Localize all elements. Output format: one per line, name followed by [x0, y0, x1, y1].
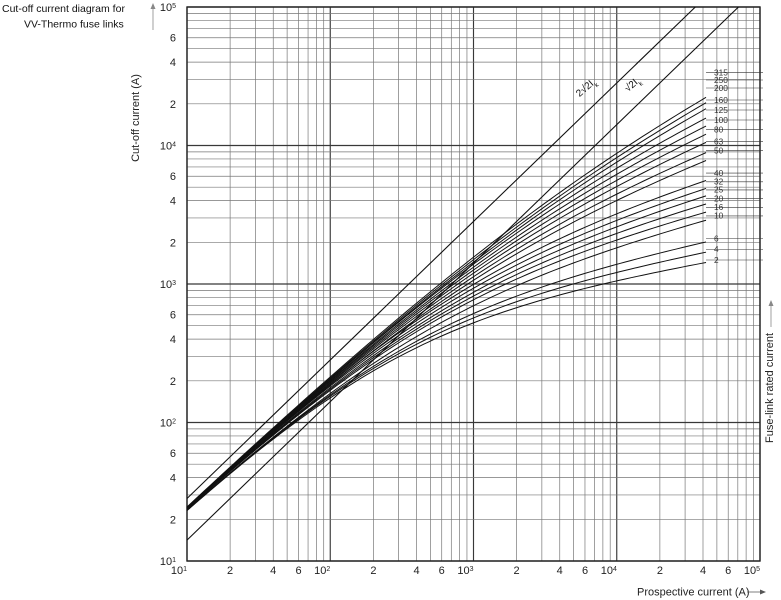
svg-text:6: 6	[439, 565, 445, 577]
svg-text:Cut-off current (A): Cut-off current (A)	[130, 74, 142, 162]
svg-text:VV-Thermo fuse links: VV-Thermo fuse links	[24, 19, 124, 31]
svg-text:102: 102	[160, 418, 176, 430]
svg-text:50: 50	[714, 146, 724, 156]
svg-text:103: 103	[457, 565, 473, 577]
svg-text:4: 4	[170, 196, 176, 208]
svg-text:2: 2	[170, 376, 176, 388]
svg-text:6: 6	[725, 565, 731, 577]
svg-text:2: 2	[514, 565, 520, 577]
svg-text:2: 2	[170, 514, 176, 526]
svg-text:80: 80	[714, 125, 724, 135]
svg-text:4: 4	[170, 334, 176, 346]
svg-text:200: 200	[714, 83, 728, 93]
svg-text:104: 104	[160, 141, 176, 153]
svg-text:6: 6	[295, 565, 301, 577]
svg-text:4: 4	[700, 565, 706, 577]
svg-text:2: 2	[714, 255, 719, 265]
svg-text:4: 4	[557, 565, 563, 577]
svg-text:4: 4	[413, 565, 419, 577]
svg-text:6: 6	[714, 234, 719, 244]
svg-text:2: 2	[657, 565, 663, 577]
svg-text:2√2Ik: 2√2Ik	[574, 75, 601, 101]
svg-text:101: 101	[171, 565, 187, 577]
svg-text:125: 125	[714, 105, 728, 115]
svg-text:160: 160	[714, 95, 728, 105]
svg-text:4: 4	[270, 565, 276, 577]
svg-text:4: 4	[170, 57, 176, 69]
svg-text:6: 6	[582, 565, 588, 577]
svg-text:2: 2	[370, 565, 376, 577]
svg-text:105: 105	[744, 565, 760, 577]
svg-text:10: 10	[714, 211, 724, 221]
svg-text:6: 6	[170, 33, 176, 45]
svg-text:6: 6	[170, 310, 176, 322]
svg-text:6: 6	[170, 171, 176, 183]
svg-text:√2Ik: √2Ik	[622, 74, 645, 97]
svg-text:2: 2	[227, 565, 233, 577]
svg-text:4: 4	[714, 244, 719, 254]
svg-text:103: 103	[160, 279, 176, 291]
svg-text:6: 6	[170, 448, 176, 460]
svg-text:Cut-off current diagram for: Cut-off current diagram for	[2, 3, 125, 15]
svg-text:102: 102	[314, 565, 330, 577]
svg-text:105: 105	[160, 2, 176, 14]
svg-text:2: 2	[170, 99, 176, 111]
svg-text:Prospective current (A): Prospective current (A)	[637, 587, 749, 599]
svg-text:100: 100	[714, 115, 728, 125]
svg-text:104: 104	[601, 565, 617, 577]
svg-text:2: 2	[170, 237, 176, 249]
svg-text:4: 4	[170, 473, 176, 485]
svg-text:Fuse-link rated current: Fuse-link rated current	[764, 333, 776, 443]
